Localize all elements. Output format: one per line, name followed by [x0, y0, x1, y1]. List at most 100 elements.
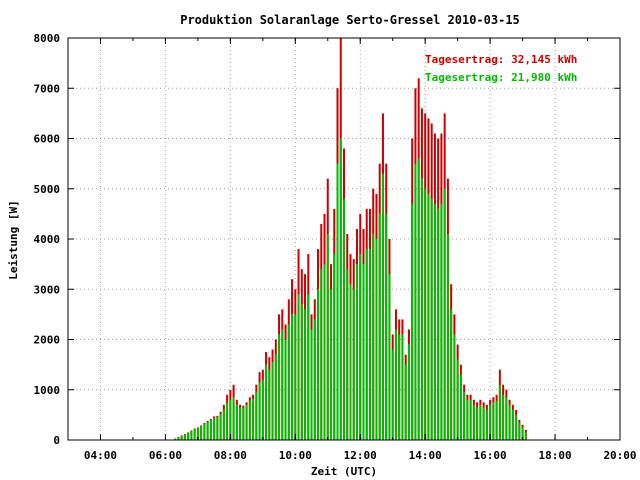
bar-series-2: [307, 294, 310, 440]
legend-entry-1: Tagesertrag: 32,145 kWh: [425, 53, 577, 66]
bar-series-2: [339, 138, 342, 440]
bar-series-2: [450, 309, 453, 440]
bar-series-2: [255, 392, 258, 440]
bar-series-2: [355, 264, 358, 440]
bar-series-2: [284, 339, 287, 440]
bar-series-2: [492, 402, 495, 440]
bar-series-2: [508, 404, 511, 440]
x-tick-label: 06:00: [149, 449, 182, 462]
bar-series-2: [479, 404, 482, 440]
bar-series-2: [343, 198, 345, 440]
bar-series-2: [362, 264, 365, 440]
bar-series-2: [463, 392, 466, 440]
bar-series-2: [180, 435, 183, 440]
bar-series-2: [304, 309, 307, 440]
legend: Tagesertrag: 32,145 kWh Tagesertrag: 21,…: [425, 53, 577, 84]
bar-series-2: [515, 414, 518, 440]
bar-series-2: [346, 269, 349, 440]
bar-series-2: [248, 400, 251, 440]
bar-series-2: [216, 416, 219, 440]
x-tick-label: 10:00: [279, 449, 312, 462]
bar-series-2: [229, 399, 232, 440]
bar-series-2: [417, 158, 420, 440]
bar-series-2: [469, 399, 472, 440]
bar-series-2: [242, 407, 245, 440]
bar-series-2: [378, 213, 381, 440]
bar-series-2: [368, 249, 371, 440]
y-axis-title: Leistung [W]: [7, 200, 20, 279]
bar-series-2: [391, 349, 394, 440]
y-tick-label: 4000: [34, 233, 61, 246]
bar-series-2: [200, 425, 203, 440]
bar-series-2: [456, 359, 459, 440]
bar-series-2: [518, 422, 521, 440]
bar-series-2: [495, 400, 498, 440]
bar-series-2: [411, 203, 414, 440]
bar-series-2: [232, 397, 235, 440]
bar-series-2: [177, 437, 180, 440]
bar-series-2: [336, 163, 339, 440]
bar-series-2: [265, 364, 268, 440]
bar-series-2: [349, 284, 352, 440]
bar-series-2: [258, 382, 261, 440]
tick-labels: 04:00 06:00 08:00 10:00 12:00 14:00 16:00 18:00…: [34, 32, 637, 462]
bar-series-2: [394, 329, 397, 440]
bar-series-2: [193, 428, 196, 440]
bar-series-2: [404, 364, 407, 440]
bar-series-2: [190, 430, 193, 440]
bar-series-2: [476, 407, 479, 440]
bar-series-2: [252, 398, 255, 440]
bar-series-2: [268, 369, 271, 440]
bar-series-2: [453, 334, 456, 440]
bar-series-2: [352, 289, 355, 440]
bar-series-2: [388, 274, 391, 440]
bar-series-2: [381, 173, 384, 441]
x-tick-label: 14:00: [409, 449, 442, 462]
bar-series-2: [485, 409, 488, 440]
bar-series-2: [222, 409, 225, 440]
bar-series-2: [524, 432, 527, 440]
bar-series-2: [446, 233, 449, 440]
bar-series-2: [472, 404, 475, 440]
x-tick-label: 18:00: [538, 449, 571, 462]
bar-series-2: [407, 344, 410, 440]
bar-series-2: [505, 397, 508, 440]
y-tick-label: 2000: [34, 334, 61, 347]
bar-series-2: [213, 417, 216, 440]
bar-series-2: [433, 203, 436, 440]
bar-series-2: [502, 394, 505, 440]
bar-series-2: [359, 254, 362, 440]
x-tick-label: 04:00: [84, 449, 117, 462]
bar-series-2: [187, 432, 190, 440]
bar-series-2: [274, 354, 277, 440]
bar-series-2: [196, 427, 199, 440]
chart-title: Produktion Solaranlage Serto-Gressel 201…: [180, 13, 520, 27]
bar-series-2: [440, 203, 443, 440]
bar-series-2: [291, 314, 294, 440]
bar-series-2: [300, 304, 303, 440]
bar-series-2: [482, 407, 485, 440]
y-tick-label: 3000: [34, 283, 61, 296]
bar-series-2: [326, 233, 329, 440]
y-tick-label: 1000: [34, 384, 61, 397]
y-tick-label: 5000: [34, 183, 61, 196]
bar-series-2: [174, 438, 177, 440]
bar-series-2: [437, 208, 440, 440]
bar-series-2: [420, 178, 423, 440]
bar-series-2: [414, 163, 417, 440]
bar-series-2: [511, 409, 514, 440]
bar-series-2: [245, 404, 248, 440]
bar-series-2: [330, 289, 333, 440]
bar-series-2: [239, 407, 242, 440]
bar-series-2: [183, 434, 186, 440]
bar-series-2: [281, 329, 284, 440]
x-tick-label: 20:00: [603, 449, 636, 462]
bar-series-2: [271, 362, 274, 440]
bar-series-2: [313, 319, 316, 440]
bar-series-2: [206, 421, 209, 440]
bar-series-2: [459, 374, 462, 440]
legend-entry-2: Tagesertrag: 21,980 kWh: [425, 71, 577, 84]
bar-series-2: [287, 324, 290, 440]
axis-ticks: [67, 37, 621, 441]
bar-series-2: [375, 239, 378, 440]
